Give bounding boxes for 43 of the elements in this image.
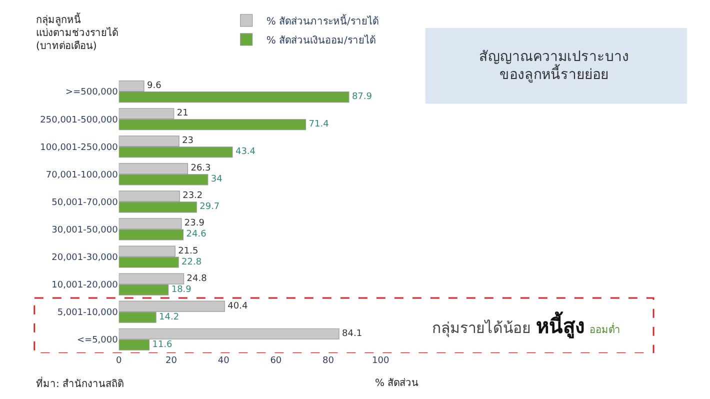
y-tick-label: 70,001-100,000 <box>46 170 118 180</box>
y-tick-label: 50,001-70,000 <box>52 198 118 208</box>
data-label: 24.6 <box>186 230 207 240</box>
y-tick-label: 100,001-250,000 <box>40 142 118 153</box>
text: สัญญาณความเปราะบาง ของลูกหนี้รายย่อย <box>479 49 629 84</box>
data-label: 43.4 <box>235 147 256 158</box>
data-label: 11.6 <box>152 340 173 350</box>
x-tick-label: 20 <box>165 356 178 366</box>
data-label: 23.9 <box>184 218 205 229</box>
x-axis-title: % สัดส่วน <box>375 378 419 389</box>
data-label: 23 <box>182 136 194 146</box>
x-tick-label: 80 <box>322 356 334 366</box>
text: กลุ่มรายได้น้อย หนี้สูง ออมต่ำ <box>432 311 621 340</box>
legend-label: % สัดส่วนเงินออม/รายได้ <box>266 34 376 46</box>
data-label: 14.2 <box>159 312 180 322</box>
legend-label: % สัดส่วนภาระหนี้/รายได้ <box>266 13 378 28</box>
y-tick-label: 10,001-20,000 <box>52 280 118 290</box>
data-label: 22.8 <box>182 257 202 268</box>
x-tick-label: 0 <box>116 356 122 366</box>
data-label: 87.9 <box>352 92 372 102</box>
data-label: 71.4 <box>308 120 330 130</box>
x-tick-label: 40 <box>218 356 230 366</box>
y-tick-label: 250,001-500,000 <box>40 115 118 126</box>
y-tick-label: 20,001-30,000 <box>52 252 118 263</box>
data-label: 40.4 <box>228 301 248 312</box>
y-tick-label: <=5,000 <box>77 335 118 346</box>
data-label: 21 <box>176 108 188 119</box>
data-label: 24.8 <box>186 274 208 284</box>
text: ที่มา: สำนักงานสถิติ <box>36 376 124 390</box>
y-tick-label: 30,001-50,000 <box>52 225 118 236</box>
y-tick-label: >=500,000 <box>66 88 118 98</box>
data-label: 84.1 <box>342 328 362 339</box>
data-label: 21.5 <box>178 246 198 256</box>
data-label: 18.9 <box>171 284 192 295</box>
data-label: 23.2 <box>182 191 203 202</box>
data-label: 26.3 <box>190 164 211 174</box>
x-tick-label: 60 <box>270 356 282 366</box>
y-axis-title: กลุ่มลูกหนี้ แบ่งตามช่วงรายได้ (บาทต่อเดือน) <box>36 12 118 52</box>
data-label: 34 <box>210 174 223 185</box>
y-tick-label: 5,001-10,000 <box>57 308 118 318</box>
x-tick-label: 100 <box>372 356 390 366</box>
data-label: 29.7 <box>200 202 220 212</box>
data-label: 9.6 <box>147 81 162 92</box>
